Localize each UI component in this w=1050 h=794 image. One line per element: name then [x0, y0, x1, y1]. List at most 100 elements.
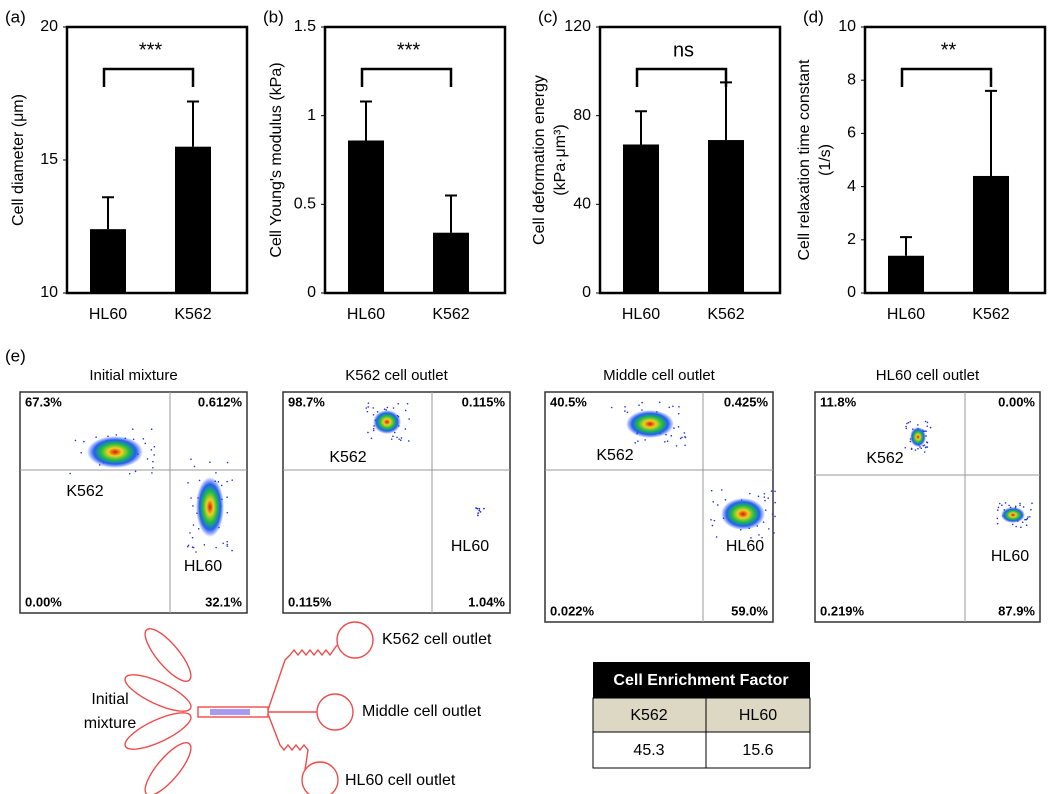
- event-dot: [996, 522, 999, 525]
- event-dot: [677, 412, 680, 415]
- event-dot: [151, 472, 153, 474]
- event-dot: [724, 499, 727, 501]
- event-dot: [1019, 504, 1021, 507]
- event-dot: [764, 499, 766, 502]
- event-dot: [924, 420, 927, 423]
- event-dot: [910, 448, 913, 451]
- table-row-bg: [592, 731, 811, 769]
- outlet-label: Middle cell outlet: [362, 703, 482, 720]
- event-dot: [226, 461, 229, 464]
- quadrant-percentage: 0.425%: [724, 394, 769, 409]
- population-label: K562: [866, 450, 903, 467]
- event-dot: [710, 489, 713, 492]
- significance-bracket: [635, 67, 728, 87]
- event-dot: [193, 465, 196, 468]
- bar: [708, 140, 744, 293]
- event-dot: [215, 472, 217, 474]
- event-dot: [74, 439, 77, 442]
- event-dot: [716, 504, 719, 506]
- y-axis-label: Cell Young's modulus (kPa): [268, 62, 285, 257]
- table-header-bg: [593, 662, 810, 698]
- event-dot: [226, 545, 229, 547]
- event-dot: [923, 451, 926, 453]
- event-dot: [1008, 504, 1010, 507]
- event-dot: [1011, 523, 1014, 526]
- event-dot: [668, 406, 671, 409]
- event-dot: [917, 424, 919, 426]
- event-dot: [997, 506, 1000, 509]
- event-dot: [134, 470, 137, 473]
- event-dot: [150, 449, 153, 451]
- error-bar: [102, 196, 114, 230]
- event-dot: [80, 451, 83, 454]
- population-label: HL60: [991, 548, 1029, 565]
- event-dot: [767, 497, 770, 499]
- y-axis-label: (kPa·μm³): [552, 124, 569, 195]
- y-tick-label: 0: [847, 284, 856, 301]
- y-tick-label: 10: [838, 18, 856, 35]
- quadrant-percentage: 0.612%: [198, 394, 243, 409]
- event-dot: [1015, 525, 1017, 528]
- event-dot: [684, 444, 686, 447]
- quadrant-percentage: 0.022%: [550, 603, 595, 618]
- event-dot: [367, 402, 370, 404]
- outlet-channel: [267, 644, 338, 711]
- event-dot: [673, 427, 675, 429]
- event-dot: [1026, 517, 1029, 520]
- event-dot: [710, 518, 712, 521]
- event-dot: [763, 496, 766, 498]
- y-axis-label: (1/s): [817, 144, 834, 176]
- table-row-bg: [592, 697, 811, 733]
- event-dot: [226, 543, 229, 546]
- y-tick-label: 4: [847, 178, 856, 195]
- event-dot: [131, 428, 134, 430]
- event-dot: [666, 440, 669, 443]
- event-dot: [904, 446, 907, 449]
- event-dot: [187, 482, 189, 484]
- event-dot: [1025, 518, 1028, 521]
- event-dot: [749, 492, 751, 495]
- inlet-lobe: [124, 712, 192, 750]
- event-dot: [226, 480, 228, 483]
- plot-frame: [863, 25, 1047, 295]
- event-dot: [1024, 518, 1026, 521]
- event-dot: [370, 437, 373, 440]
- event-dot: [1019, 502, 1021, 505]
- population-label: K562: [596, 447, 633, 464]
- event-dot: [483, 507, 485, 510]
- event-dot: [917, 447, 919, 450]
- event-dot: [197, 528, 200, 530]
- event-dot: [681, 436, 683, 439]
- event-dot: [152, 460, 154, 463]
- event-dot: [929, 426, 932, 429]
- y-axis-label: Cell relaxation time constant: [796, 59, 813, 261]
- plot-frame: [323, 25, 507, 295]
- event-dot: [476, 514, 479, 517]
- event-dot: [926, 421, 929, 424]
- event-dot: [231, 549, 233, 552]
- event-dot: [408, 418, 410, 420]
- event-dot: [398, 438, 400, 440]
- event-dot: [637, 440, 639, 442]
- event-dot: [774, 515, 776, 518]
- y-tick-label: 40: [573, 196, 591, 213]
- event-dot: [670, 435, 673, 437]
- y-tick-label: 6: [847, 125, 856, 142]
- event-dot: [390, 438, 393, 440]
- event-dot: [658, 401, 661, 404]
- inlet-label: Initial: [91, 691, 128, 708]
- table-header: HL60: [739, 707, 777, 724]
- event-dot: [191, 536, 194, 539]
- table-cell: 45.3: [633, 742, 664, 759]
- event-dot: [396, 436, 398, 439]
- event-dot: [672, 405, 674, 408]
- event-dot: [192, 524, 195, 526]
- outlet-label: K562 cell outlet: [382, 631, 492, 648]
- error-bar: [187, 100, 199, 147]
- flow-frame: [282, 391, 511, 614]
- plot-frame: [598, 25, 782, 295]
- x-tick-label: HL60: [347, 306, 385, 323]
- inlet-lobe: [124, 674, 192, 712]
- y-tick-label: 80: [573, 107, 591, 124]
